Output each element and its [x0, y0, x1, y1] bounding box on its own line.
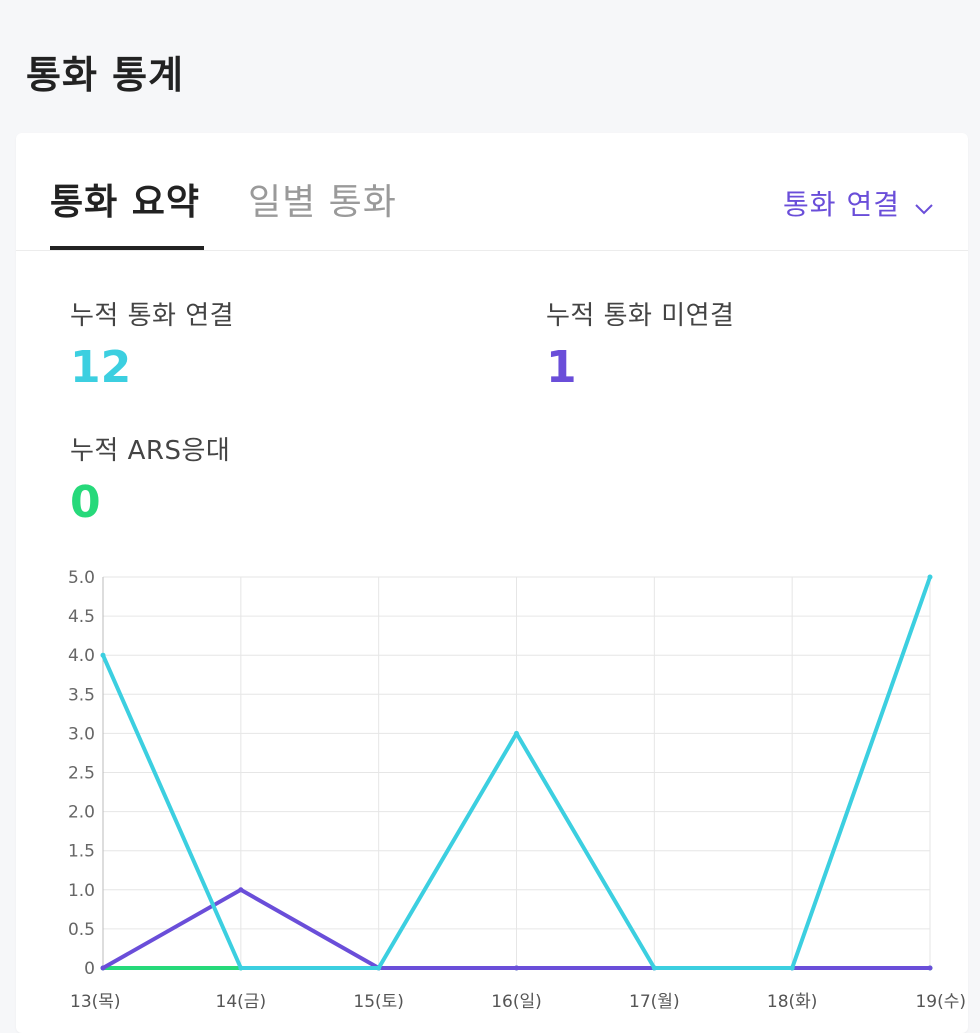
stat-value: 12: [70, 342, 132, 393]
stat-label: 누적 통화 미연결: [546, 301, 735, 331]
page-title: 통화 통계: [26, 53, 185, 97]
stat-label: 누적 ARS응대: [70, 436, 231, 466]
stat-missed: 누적 통화 미연결 1: [546, 295, 734, 393]
dropdown-selected-label: 통화 연결: [783, 188, 900, 221]
statistics-card: 통화 요약 일별 통화 통화 연결 누적 통화 연결 12 누적 통화 미연결 …: [16, 133, 968, 1033]
stat-value: 1: [546, 342, 577, 393]
tab-bar: 통화 요약 일별 통화 통화 연결: [16, 133, 968, 251]
stat-ars: 누적 ARS응대 0: [70, 430, 230, 528]
stat-connected: 누적 통화 연결 12: [70, 295, 234, 393]
stat-value: 0: [70, 477, 101, 528]
active-tab-indicator: [50, 246, 204, 250]
tab-call-summary[interactable]: 통화 요약: [50, 182, 201, 223]
tab-daily-calls[interactable]: 일별 통화: [248, 182, 397, 223]
stat-label: 누적 통화 연결: [70, 301, 235, 331]
chevron-down-icon: [914, 193, 934, 215]
call-type-dropdown[interactable]: 통화 연결: [783, 183, 934, 223]
